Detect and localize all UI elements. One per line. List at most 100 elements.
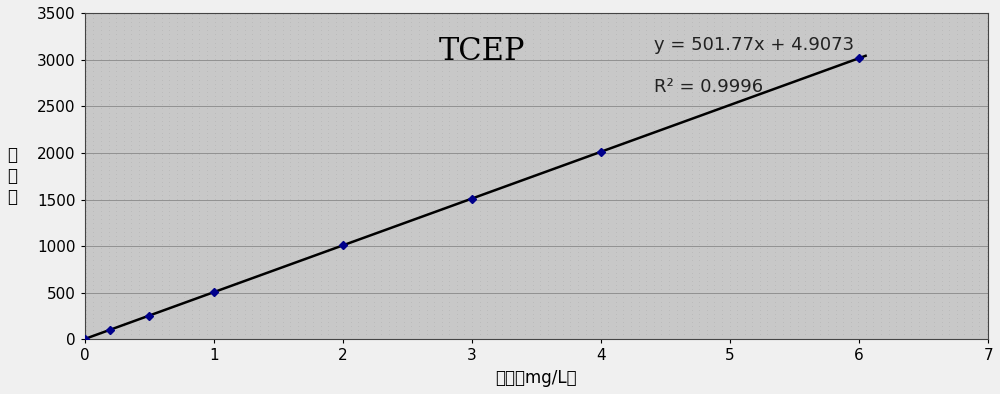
Point [138,266,154,272]
Point [320,183,336,190]
Point [229,245,245,251]
Point [305,327,321,333]
Point [843,311,859,317]
Point [305,232,321,239]
Point [646,200,662,206]
Point [540,110,556,116]
Point [191,307,207,313]
Point [737,97,753,103]
Point [691,183,707,190]
Point [615,269,631,276]
Point [555,171,571,177]
Point [828,311,844,317]
Point [790,331,806,338]
Point [669,159,685,165]
Point [184,85,200,91]
Point [456,101,472,108]
Point [646,23,662,30]
Point [396,286,412,292]
Point [941,27,957,33]
Point [540,64,556,71]
Point [767,282,783,288]
Point [562,154,578,161]
Point [562,204,578,210]
Point [873,200,889,206]
Point [161,323,177,329]
Point [313,335,329,342]
Point [199,163,215,169]
Point [593,290,609,297]
Point [426,113,442,120]
Point [403,52,419,58]
Point [472,52,488,58]
Point [161,72,177,79]
Point [169,76,185,83]
Point [411,138,427,145]
Point [873,93,889,99]
Point [176,237,192,243]
Point [191,27,207,33]
Point [479,311,495,317]
Point [396,146,412,152]
Point [850,216,866,223]
Point [509,208,525,214]
Point [313,167,329,173]
Point [843,188,859,194]
Point [949,105,965,112]
Point [260,241,276,247]
Point [714,212,730,218]
Point [737,52,753,58]
Point [600,294,616,301]
Point [540,89,556,95]
Point [214,196,230,202]
Point [684,253,700,260]
Point [555,39,571,46]
Point [396,60,412,66]
Point [260,163,276,169]
Point [358,311,374,317]
Point [191,290,207,297]
Point [669,97,685,103]
Point [388,89,404,95]
Point [964,19,980,25]
Point [578,167,594,173]
Point [381,294,397,301]
Point [502,97,518,103]
Point [131,105,147,112]
Point [472,319,488,325]
Point [282,331,298,338]
Point [517,274,533,280]
Point [903,282,919,288]
Point [290,23,306,30]
Point [608,327,624,333]
Point [722,15,738,21]
Point [252,64,268,71]
Point [540,232,556,239]
Point [449,93,465,99]
Point [714,72,730,79]
Point [934,159,950,165]
Point [600,327,616,333]
Point [358,331,374,338]
Point [320,282,336,288]
Point [403,278,419,284]
Point [593,241,609,247]
Point [676,159,692,165]
Point [350,48,366,54]
Point [979,188,995,194]
Point [646,241,662,247]
Point [176,241,192,247]
Point [184,35,200,42]
Point [729,327,745,333]
Point [479,163,495,169]
Point [456,113,472,120]
Point [888,175,904,181]
Point [790,56,806,62]
Point [388,23,404,30]
Point [669,151,685,157]
Point [222,241,238,247]
Point [169,241,185,247]
Point [267,56,283,62]
Point [237,60,253,66]
Point [608,56,624,62]
